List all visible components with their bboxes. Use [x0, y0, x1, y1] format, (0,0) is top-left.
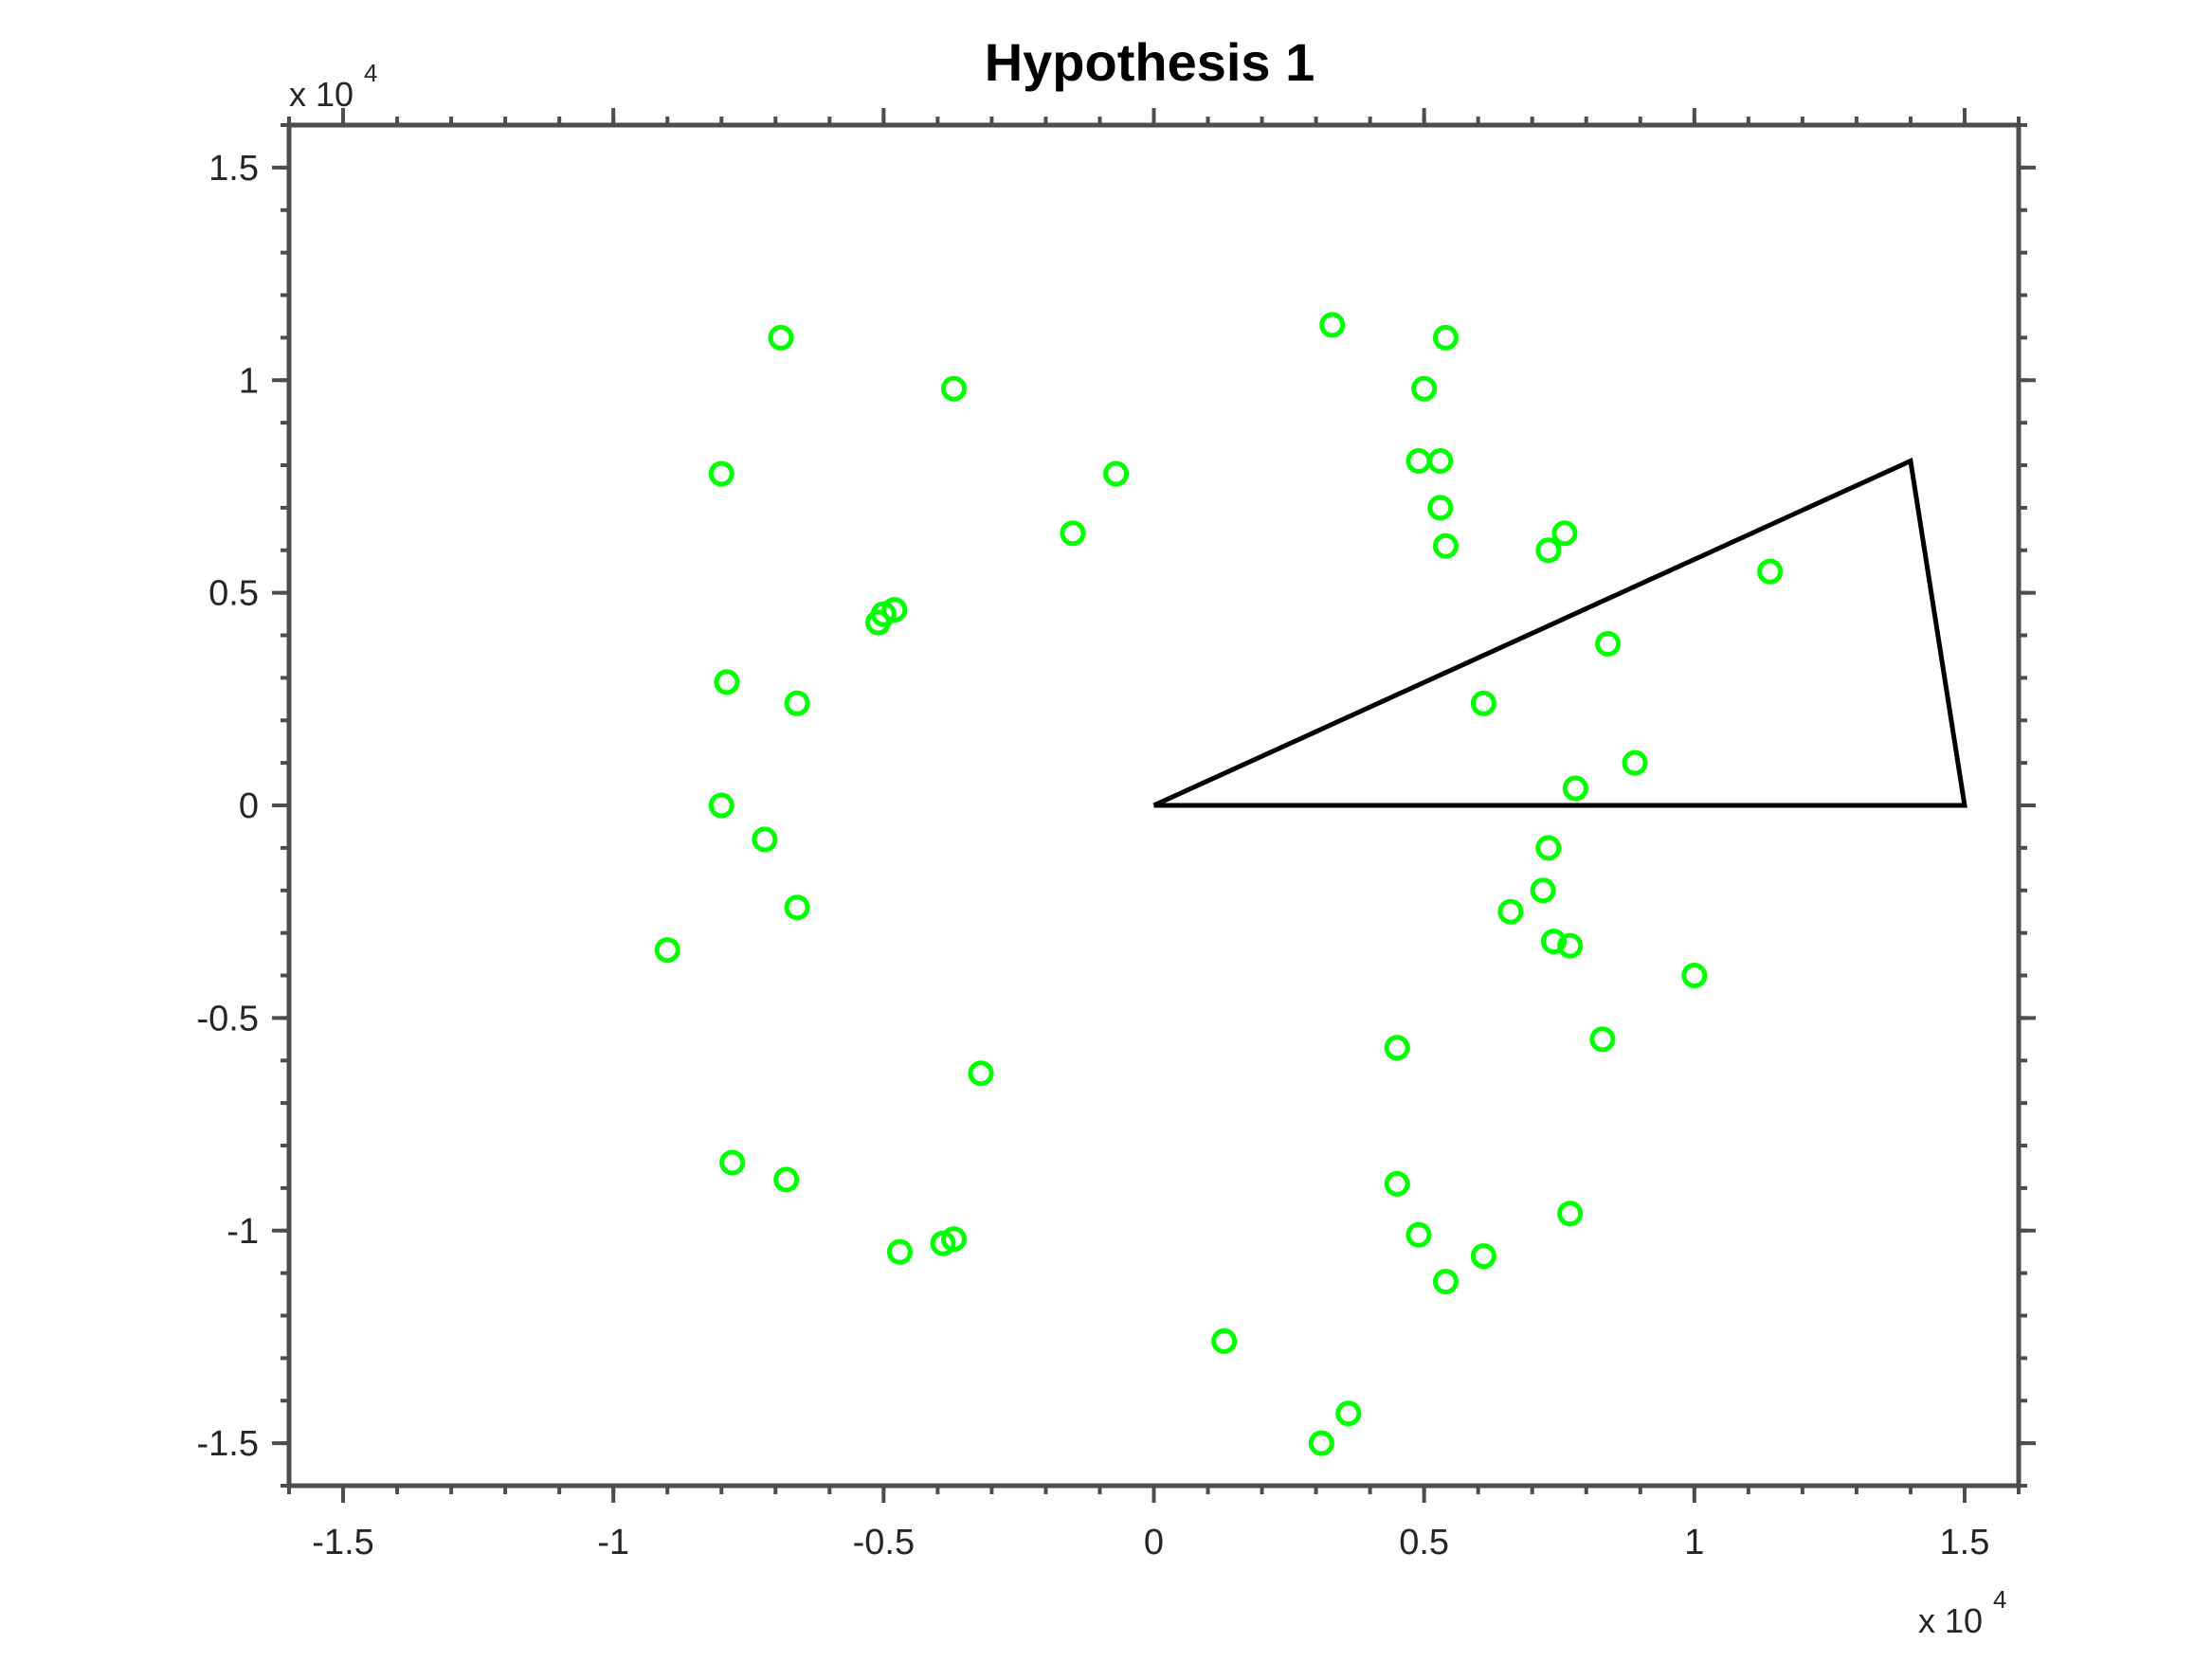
scatter-point [1551, 520, 1578, 547]
y-tick-label: 0.5 [209, 574, 259, 614]
scatter-point [1535, 835, 1562, 861]
scatter-point [773, 1166, 800, 1193]
x-exponent-label: x 10 [1918, 1601, 1983, 1640]
scatter-point [1557, 932, 1584, 959]
scatter-point [1541, 929, 1568, 955]
scatter-point [1530, 877, 1556, 904]
triangle-outline [1152, 457, 1967, 808]
scatter-point [865, 609, 892, 636]
scatter-point [1060, 520, 1086, 547]
x-tick-label: 0.5 [1399, 1523, 1449, 1562]
scatter-point [1595, 630, 1622, 657]
scatter-point [719, 1149, 746, 1176]
scatter-point [1470, 690, 1496, 716]
polygon-layer [1152, 457, 1967, 808]
scatter-point [1622, 749, 1648, 776]
scatter-point [1405, 448, 1432, 475]
x-tick-label: -1.5 [312, 1523, 373, 1562]
scatter-point [1681, 963, 1708, 988]
x-tick-label: -1 [597, 1523, 629, 1562]
scatter-point [1432, 1269, 1459, 1295]
scatter-point [1432, 533, 1459, 559]
x-tick-label: 1 [1684, 1523, 1704, 1562]
scatter-point [1319, 312, 1346, 338]
scatter-point [886, 1238, 913, 1265]
y-exponent-power: 4 [364, 59, 377, 87]
y-tick-label: -1.5 [197, 1424, 259, 1464]
scatter-point [708, 460, 734, 487]
points-layer [654, 312, 1784, 1456]
x-tick-label: 0 [1144, 1523, 1164, 1562]
scatter-point [708, 792, 734, 819]
axes-layer [272, 108, 2036, 1503]
scatter-point [654, 937, 680, 964]
scatter-point [1497, 898, 1524, 925]
y-tick-label: -1 [227, 1212, 259, 1252]
y-tick-label: -0.5 [197, 999, 259, 1038]
y-tick-label: 1 [239, 361, 259, 401]
scatter-point [1589, 1026, 1616, 1053]
x-tick-label: 1.5 [1940, 1523, 1990, 1562]
labels-layer: -1.5 -1 -0.5 0 0.5 1 1.5 -1.5 -1 -0.5 0 0.5 1 1.5 x 10… [197, 59, 2007, 1640]
scatter-point [784, 690, 810, 716]
scatter-point [940, 375, 967, 402]
scatter-point [1211, 1327, 1238, 1354]
y-tick-label: 1.5 [209, 149, 259, 189]
scatter-point [768, 324, 794, 351]
scatter-point [1427, 448, 1454, 475]
scatter-point [1411, 375, 1438, 402]
x-exponent-power: 4 [1993, 1585, 2006, 1614]
y-tick-label: 0 [239, 786, 259, 826]
x-tick-label: -0.5 [853, 1523, 915, 1562]
scatter-point [714, 669, 740, 695]
scatter-point [1557, 1201, 1584, 1227]
scatter-point [1757, 558, 1784, 585]
chart-title: Hypothesis 1 [985, 32, 1315, 92]
scatter-point [968, 1060, 994, 1087]
scatter-point [1103, 460, 1130, 487]
scatter-point [752, 826, 778, 853]
scatter-point [784, 894, 810, 921]
scatter-point [1432, 324, 1459, 351]
scatter-point [1535, 537, 1562, 564]
scatter-point [1308, 1430, 1334, 1456]
y-exponent-label: x 10 [289, 75, 354, 114]
scatter-point [1384, 1170, 1410, 1197]
scatter-point [1405, 1221, 1432, 1248]
scatter-point [1562, 775, 1588, 802]
scatter-point [1470, 1243, 1496, 1270]
scatter-point [940, 1226, 967, 1253]
scatter-point [1384, 1035, 1410, 1061]
scatter-point [1335, 1400, 1362, 1427]
scatter-point [1427, 495, 1454, 521]
